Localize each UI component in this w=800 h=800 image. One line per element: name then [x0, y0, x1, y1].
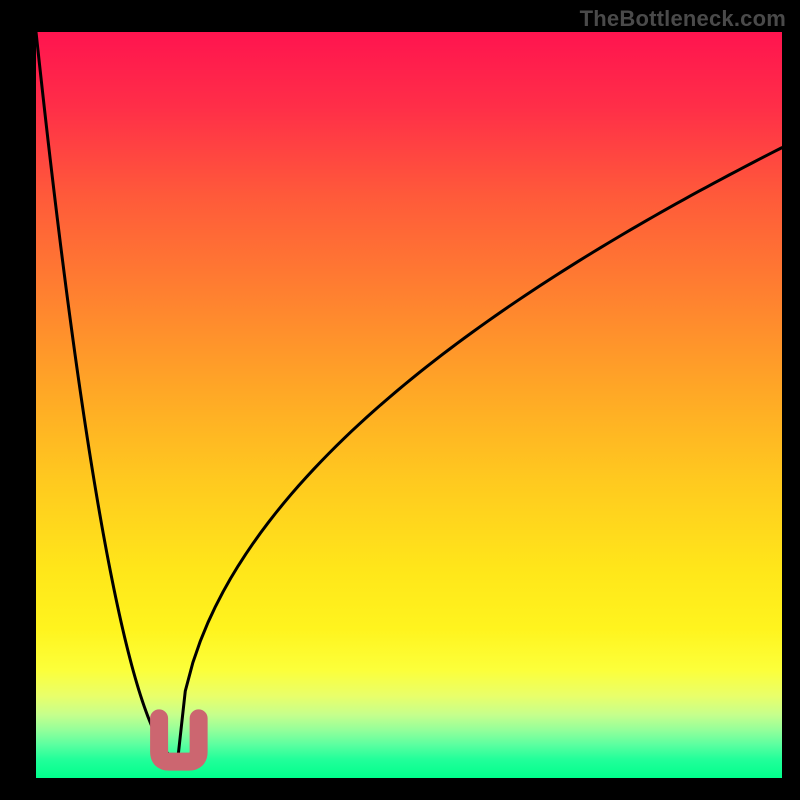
plot-area: [36, 32, 782, 778]
chart-frame: TheBottleneck.com: [0, 0, 800, 800]
watermark-text: TheBottleneck.com: [580, 6, 786, 32]
bottleneck-curve: [36, 32, 782, 759]
curve-layer: [36, 32, 782, 778]
